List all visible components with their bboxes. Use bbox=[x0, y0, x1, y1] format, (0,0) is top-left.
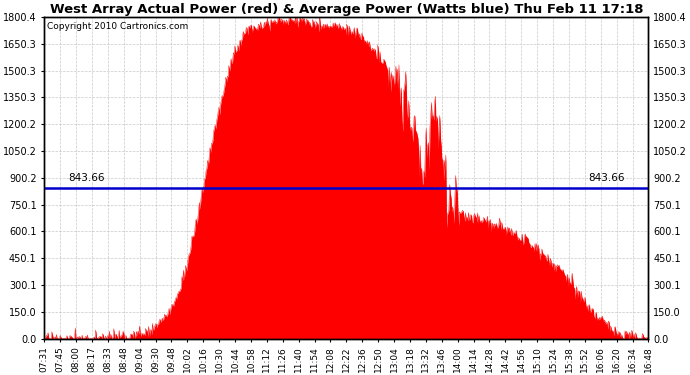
Text: Copyright 2010 Cartronics.com: Copyright 2010 Cartronics.com bbox=[48, 22, 188, 31]
Text: 843.66: 843.66 bbox=[588, 172, 624, 183]
Title: West Array Actual Power (red) & Average Power (Watts blue) Thu Feb 11 17:18: West Array Actual Power (red) & Average … bbox=[50, 3, 643, 16]
Text: 843.66: 843.66 bbox=[68, 172, 105, 183]
